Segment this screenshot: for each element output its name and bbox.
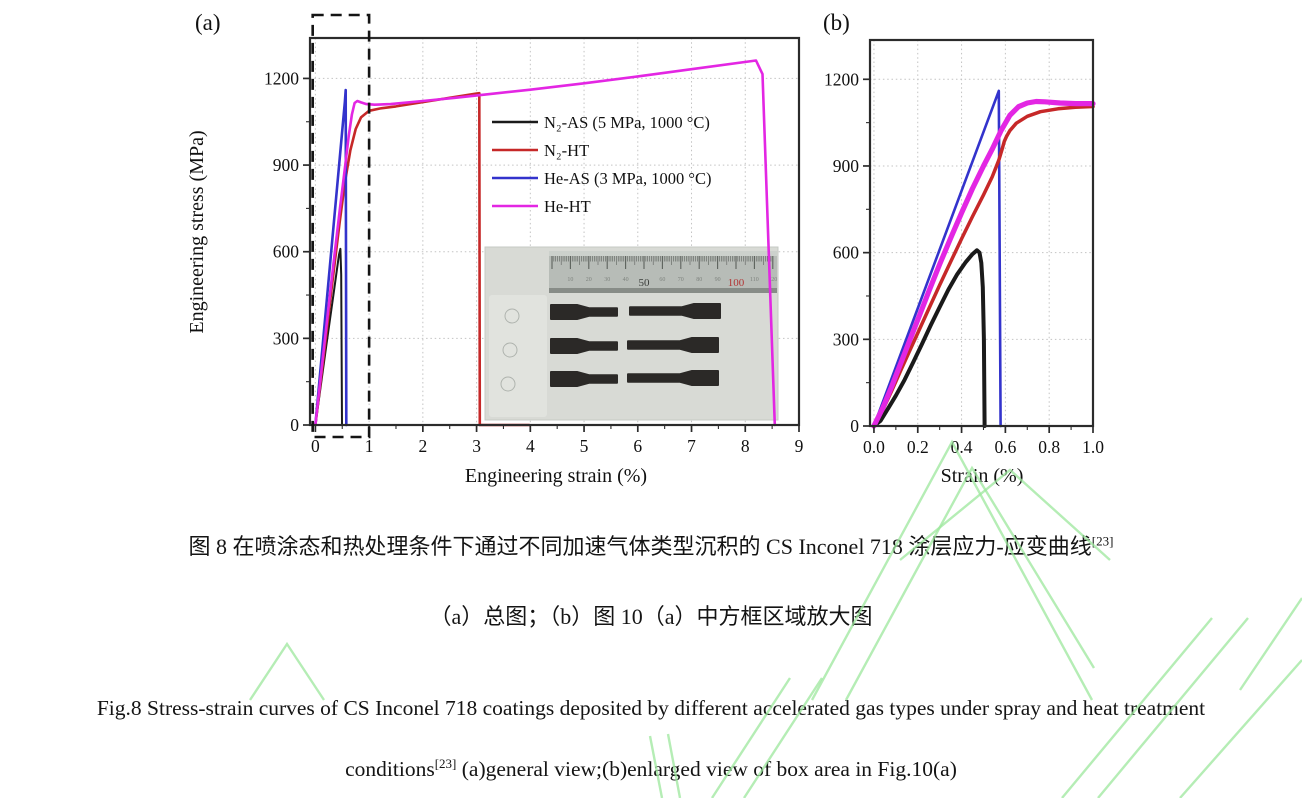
ruler-number: 40: [623, 277, 629, 283]
specimen-id-marks: [500, 308, 520, 392]
ruler-number: 20: [586, 277, 592, 283]
inset-photo: 10 20 30 40 50 60 70 80 90 100 110 120: [484, 246, 779, 421]
ruler-number: 80: [696, 277, 702, 283]
curve-he-as: [314, 88, 348, 427]
y-tick-label: 600: [273, 242, 300, 262]
x-tick-label: 9: [795, 436, 804, 456]
panel-b-label: (b): [823, 10, 850, 35]
ruler-number: 100: [728, 277, 745, 289]
x-tick-label: 0.2: [907, 437, 929, 457]
plot-frame: [308, 36, 801, 427]
caption-zh-line1: 图 8 在喷涂态和热处理条件下通过不同加速气体类型沉积的 CS Inconel …: [0, 529, 1302, 561]
x-tick-label: 0.6: [994, 437, 1016, 457]
legend-label-he-as: He-AS (3 MPa, 1000 °C): [544, 169, 711, 188]
ruler-number: 120: [768, 277, 777, 283]
ruler-number: 50: [639, 277, 651, 289]
ruler-number: 90: [715, 277, 721, 283]
curve-he-as: [872, 89, 1002, 428]
ruler-bottom-edge: [549, 288, 777, 293]
dashed-box-annotation: [311, 13, 371, 439]
caption-en-line2-text: conditions: [345, 757, 435, 782]
caption-en-line1: Fig.8 Stress-strain curves of CS Inconel…: [96, 696, 1206, 720]
x-tick-label: 3: [472, 436, 481, 456]
x-tick-label: 0.4: [951, 437, 973, 457]
y-tick-label: 0: [850, 416, 859, 436]
panel-a-label: (a): [195, 10, 221, 35]
x-axis-title-a: Engineering strain (%): [465, 465, 647, 487]
caption-en-line2-ref: [23]: [434, 756, 457, 771]
plot-frame: [868, 38, 1095, 428]
curve-n2-as: [314, 247, 343, 426]
photo-paper-label: [489, 295, 547, 417]
ruler-top-edge: [549, 251, 777, 256]
caption-en-line2: conditions[23] (a)general view;(b)enlarg…: [0, 756, 1302, 782]
curve-he-ht: [314, 59, 777, 427]
x-tick-label: 6: [633, 436, 642, 456]
ruler-number: 110: [750, 277, 759, 283]
x-tick-label: 4: [526, 436, 535, 456]
curves-layer-b: [871, 89, 1096, 429]
caption-zh-line1-ref: [23]: [1091, 533, 1114, 549]
x-tick-label: 0.8: [1038, 437, 1060, 457]
x-tick-label: 8: [741, 436, 750, 456]
ruler-number: 60: [659, 277, 665, 283]
ruler-number: 10: [567, 277, 573, 283]
legend-label-n2-ht: N₂-HT: [544, 141, 589, 160]
x-tick-label: 0: [311, 436, 320, 456]
y-tick-label: 300: [833, 329, 860, 349]
y-tick-label: 600: [833, 243, 860, 263]
x-tick-label: 1.0: [1082, 437, 1104, 457]
legend-label-he-ht: He-HT: [544, 197, 591, 216]
legend: N₂-AS (5 MPa, 1000 °C) N₂-HT He-AS (3 MP…: [492, 113, 711, 216]
y-axis-title-a: Engineering stress (MPa): [186, 130, 208, 333]
curve-he-ht: [871, 98, 1096, 429]
y-tick-label: 1200: [824, 69, 859, 89]
caption-en-line2-rest: (a)general view;(b)enlarged view of box …: [456, 757, 957, 782]
ruler: 10 20 30 40 50 60 70 80 90 100 110 120: [549, 251, 777, 293]
caption-zh-line1-text: 图 8 在喷涂态和热处理条件下通过不同加速气体类型沉积的 CS Inconel …: [188, 534, 1092, 559]
ruler-number: 70: [678, 277, 684, 283]
curves-layer-a: [314, 59, 777, 427]
ruler-number: 30: [604, 277, 610, 283]
x-tick-label: 1: [365, 436, 374, 456]
curve-n2-ht: [872, 104, 1095, 428]
y-tick-label: 0: [290, 415, 299, 435]
x-tick-label: 7: [687, 436, 696, 456]
x-tick-label: 5: [580, 436, 589, 456]
watermark-stroke: [248, 641, 326, 701]
legend-label-n2-as: N₂-AS (5 MPa, 1000 °C): [544, 113, 710, 132]
y-tick-label: 1200: [264, 68, 299, 88]
x-tick-label: 0.0: [863, 437, 885, 457]
plot-a: 10 20 30 40 50 60 70 80 90 100 110 120 0 1 2 3 4 5 6 7 8 903…: [186, 10, 804, 487]
grid-layer-b: [870, 40, 1093, 426]
plot-b: 0.0 0.2 0.4 0.6 0.8 1.0 0 300 600 900 1200 (b) Str…: [823, 10, 1104, 487]
y-tick-label: 900: [833, 156, 860, 176]
x-tick-label: 2: [418, 436, 427, 456]
caption-zh-line2: （a）总图；（b）图 10（a）中方框区域放大图: [429, 604, 873, 629]
curve-n2-as: [871, 248, 987, 428]
x-axis-title-b: Strain (%): [941, 465, 1024, 487]
y-tick-label: 900: [273, 155, 300, 175]
y-tick-label: 300: [273, 328, 300, 348]
ruler-marks: 10 20 30 40 50 60 70 80 90 100 110 120: [551, 256, 777, 289]
